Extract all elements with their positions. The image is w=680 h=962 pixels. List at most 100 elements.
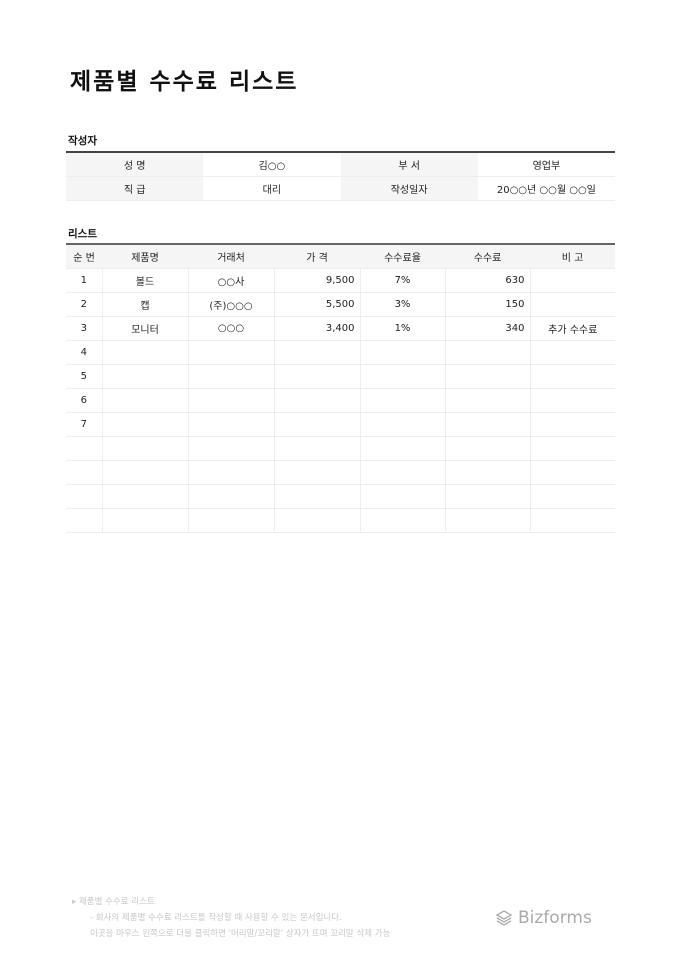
field-value[interactable]: 20○○년 ○○월 ○○일 xyxy=(477,176,615,201)
table-cell[interactable]: 6 xyxy=(66,388,102,413)
table-cell[interactable]: 추가 수수료 xyxy=(529,316,615,341)
footer-line: - 회사의 제품별 수수료 리스트를 작성할 때 사용할 수 있는 문서입니다. xyxy=(90,913,342,923)
table-cell[interactable] xyxy=(444,460,530,485)
table-cell[interactable] xyxy=(359,508,445,533)
table-cell[interactable] xyxy=(359,436,445,461)
table-cell[interactable]: ○○○ xyxy=(187,316,274,341)
table-cell[interactable]: 모니터 xyxy=(101,316,188,341)
table-cell[interactable] xyxy=(187,364,274,389)
footer-note[interactable]: ▸ 제품별 수수료 리스트 - 회사의 제품별 수수료 리스트를 작성할 때 사… xyxy=(72,894,390,942)
table-cell[interactable] xyxy=(444,436,530,461)
table-row: 6 xyxy=(66,388,615,413)
table-cell[interactable] xyxy=(273,508,360,533)
table-cell[interactable] xyxy=(529,364,615,389)
table-cell[interactable]: 5,500 xyxy=(273,292,360,317)
table-cell[interactable] xyxy=(359,340,445,365)
table-cell[interactable]: 캡 xyxy=(101,292,188,317)
bizforms-logo: Bizforms xyxy=(495,908,592,928)
table-cell[interactable] xyxy=(273,460,360,485)
table-cell[interactable] xyxy=(66,484,102,509)
table-cell[interactable]: 340 xyxy=(444,316,530,341)
table-cell[interactable] xyxy=(444,388,530,413)
table-cell[interactable] xyxy=(444,340,530,365)
table-cell[interactable] xyxy=(66,508,102,533)
table-cell[interactable] xyxy=(66,436,102,461)
table-row xyxy=(66,460,615,485)
table-cell[interactable] xyxy=(187,340,274,365)
table-cell[interactable] xyxy=(359,484,445,509)
table-row xyxy=(66,508,615,533)
table-cell[interactable] xyxy=(101,340,188,365)
field-label: 부 서 xyxy=(340,152,478,177)
table-cell[interactable] xyxy=(101,436,188,461)
table-cell[interactable] xyxy=(359,364,445,389)
table-cell[interactable] xyxy=(359,412,445,437)
table-cell[interactable] xyxy=(187,388,274,413)
field-value[interactable]: 대리 xyxy=(203,176,341,201)
table-cell[interactable] xyxy=(529,292,615,317)
table-row: 5 xyxy=(66,364,615,389)
table-cell[interactable] xyxy=(529,388,615,413)
table-cell[interactable] xyxy=(273,364,360,389)
table-cell[interactable] xyxy=(101,412,188,437)
table-cell[interactable] xyxy=(101,484,188,509)
field-label: 직 급 xyxy=(66,176,204,201)
table-cell[interactable]: 볼드 xyxy=(101,268,188,293)
table-cell[interactable] xyxy=(101,364,188,389)
table-cell[interactable] xyxy=(529,268,615,293)
table-cell[interactable] xyxy=(273,484,360,509)
table-cell[interactable] xyxy=(529,484,615,509)
table-cell[interactable]: 7% xyxy=(359,268,445,293)
table-cell[interactable] xyxy=(101,388,188,413)
table-cell[interactable] xyxy=(444,508,530,533)
table-cell[interactable] xyxy=(273,436,360,461)
field-value[interactable]: 김○○ xyxy=(203,152,341,177)
table-cell[interactable] xyxy=(187,508,274,533)
table-cell[interactable] xyxy=(273,340,360,365)
table-cell[interactable]: 4 xyxy=(66,340,102,365)
table-cell[interactable] xyxy=(187,460,274,485)
table-cell[interactable] xyxy=(529,412,615,437)
table-cell[interactable] xyxy=(444,412,530,437)
table-cell[interactable] xyxy=(529,508,615,533)
layers-icon xyxy=(495,910,513,926)
table-cell[interactable] xyxy=(101,460,188,485)
table-cell[interactable] xyxy=(273,388,360,413)
table-cell[interactable]: ○○사 xyxy=(187,268,274,293)
table-cell[interactable]: 1% xyxy=(359,316,445,341)
column-header: 가 격 xyxy=(274,244,360,269)
column-header: 수수료율 xyxy=(360,244,445,269)
table-cell[interactable] xyxy=(359,388,445,413)
table-cell[interactable] xyxy=(187,436,274,461)
table-cell[interactable]: 2 xyxy=(66,292,102,317)
author-table: 성 명 김○○ 부 서 영업부 직 급 대리 작성일자 20○○년 ○○월 ○○일 xyxy=(66,151,615,201)
table-cell[interactable]: 1 xyxy=(66,268,102,293)
table-cell[interactable] xyxy=(66,460,102,485)
table-cell[interactable]: 630 xyxy=(444,268,530,293)
table-cell[interactable]: 3% xyxy=(359,292,445,317)
table-cell[interactable]: 5 xyxy=(66,364,102,389)
field-value[interactable]: 영업부 xyxy=(477,152,615,177)
table-cell[interactable]: 7 xyxy=(66,412,102,437)
table-cell[interactable] xyxy=(529,460,615,485)
table-cell[interactable]: (주)○○○ xyxy=(187,292,274,317)
column-header: 순 번 xyxy=(66,244,102,269)
table-cell[interactable]: 3 xyxy=(66,316,102,341)
table-cell[interactable]: 9,500 xyxy=(273,268,360,293)
table-cell[interactable] xyxy=(187,412,274,437)
table-cell[interactable] xyxy=(529,340,615,365)
table-cell[interactable] xyxy=(529,436,615,461)
table-cell[interactable] xyxy=(187,484,274,509)
commission-table: 순 번 제품명 거래처 가 격 수수료율 수수료 비 고 1 볼드 ○○사 9,500 7% 630 2 캡… xyxy=(66,243,615,533)
table-cell[interactable]: 150 xyxy=(444,292,530,317)
table-row: 3 모니터 ○○○ 3,400 1% 340 추가 수수료 xyxy=(66,316,615,341)
list-heading: 리스트 xyxy=(68,228,97,240)
table-cell[interactable] xyxy=(359,460,445,485)
column-header: 수수료 xyxy=(445,244,530,269)
table-cell[interactable] xyxy=(444,364,530,389)
table-cell[interactable]: 3,400 xyxy=(273,316,360,341)
table-cell[interactable] xyxy=(444,484,530,509)
table-cell[interactable] xyxy=(101,508,188,533)
table-cell[interactable] xyxy=(273,412,360,437)
